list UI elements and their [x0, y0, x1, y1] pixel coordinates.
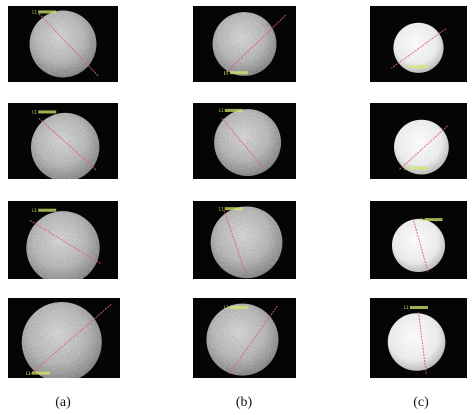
diameter-measure-line — [391, 28, 446, 69]
micrograph-panel-b-1: L1 — [193, 6, 296, 82]
particle-image: L1 — [391, 22, 446, 73]
micrograph-panel-c-3: L1 — [370, 201, 467, 279]
measurement-value-mark — [409, 166, 428, 170]
micrograph-panel-c-2: L1 — [370, 103, 467, 179]
particle-texture — [21, 302, 102, 378]
particle-texture — [214, 109, 282, 176]
particle-texture — [26, 211, 100, 279]
particle-texture — [394, 119, 449, 175]
measurement-value-mark — [424, 218, 443, 222]
particle-texture — [206, 303, 279, 376]
particle-image: L1 — [394, 119, 449, 175]
micrograph-panel-c-4: L1 — [370, 298, 467, 378]
diameter-measure-line — [29, 220, 101, 264]
measurement-value-mark — [409, 306, 428, 309]
measurement-value-mark — [224, 108, 243, 112]
measurement-annotation: L1 — [32, 10, 37, 15]
measurement-annotation: L1 — [32, 208, 37, 213]
diameter-measure-line — [221, 117, 266, 171]
measurement-value-mark — [224, 207, 243, 211]
measurement-value-mark — [38, 208, 57, 212]
diameter-measure-line — [38, 13, 99, 77]
particle-image: L1 — [210, 206, 283, 279]
particle-image: L1 — [391, 217, 446, 273]
column-label-b: (b) — [235, 395, 253, 410]
particle-image: L1 — [31, 110, 100, 179]
measurement-annotation: L1 — [219, 206, 224, 211]
particle-image: L1 — [26, 208, 101, 279]
particle-texture — [212, 12, 277, 76]
diameter-measure-line — [413, 220, 429, 273]
measurement-annotation: L1 — [219, 108, 224, 113]
micrograph-panel-c-1: L1 — [370, 6, 467, 82]
particle-texture — [31, 112, 100, 179]
micrograph-panel-a-2: L1 — [8, 103, 118, 179]
diameter-measure-line — [228, 305, 278, 375]
micrograph-panel-b-2: L1 — [193, 103, 296, 179]
measurement-value-mark — [409, 65, 428, 69]
measurement-value-mark — [38, 10, 57, 14]
diameter-measure-line — [418, 312, 427, 375]
diameter-measure-line — [223, 210, 247, 277]
column-label-a: (a) — [55, 395, 71, 410]
measurement-annotation: L1 — [404, 64, 409, 69]
measurement-annotation: L1 — [404, 166, 409, 171]
particle-texture — [391, 218, 446, 272]
particle-image: L1 — [21, 302, 112, 378]
measurement-annotation: L1 — [404, 305, 409, 310]
particle-image: L1 — [214, 108, 282, 176]
particle-texture — [387, 313, 446, 371]
measurement-value-mark — [229, 71, 248, 75]
particle-texture — [393, 22, 444, 73]
particle-image: L1 — [206, 303, 279, 376]
micrograph-panel-b-3: L1 — [193, 201, 296, 279]
measurement-annotation: L1 — [26, 371, 31, 376]
particle-image: L1 — [212, 12, 287, 76]
diameter-measure-line — [223, 14, 287, 75]
diameter-measure-line — [398, 125, 448, 171]
measurement-annotation: L1 — [224, 70, 229, 75]
measurement-value-mark — [31, 371, 50, 375]
particle-image: L1 — [387, 305, 446, 375]
particle-image: L1 — [29, 10, 99, 78]
micrograph-panel-a-4: L1 — [8, 298, 120, 378]
micrograph-panel-a-3: L1 — [8, 201, 118, 279]
column-label-c: (c) — [413, 395, 429, 410]
measurement-annotation: L1 — [32, 110, 37, 115]
measurement-value-mark — [229, 306, 248, 309]
particle-texture — [210, 206, 283, 279]
measurement-annotation: L1 — [224, 305, 229, 310]
particle-texture — [29, 10, 97, 78]
diameter-measure-line — [38, 117, 97, 171]
diameter-measure-line — [30, 304, 112, 375]
micrograph-panel-a-1: L1 — [8, 6, 118, 82]
measurement-value-mark — [38, 110, 57, 114]
micrograph-panel-b-4: L1 — [193, 298, 296, 378]
measurement-annotation: L1 — [419, 217, 424, 222]
